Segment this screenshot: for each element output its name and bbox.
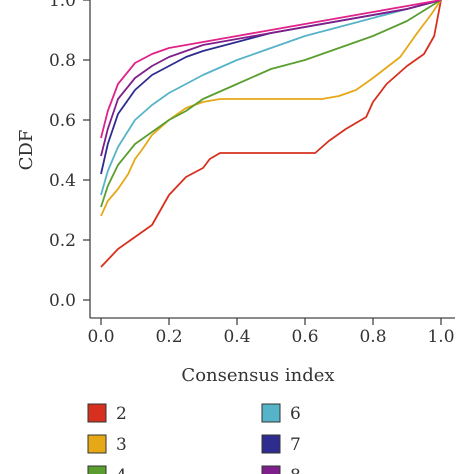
legend-label: 3 bbox=[116, 435, 127, 455]
series-line-9 bbox=[100, 0, 442, 139]
x-tick-label: 0.0 bbox=[87, 327, 114, 347]
legend-swatch-3 bbox=[87, 434, 107, 454]
x-axis-title: Consensus index bbox=[181, 365, 334, 386]
x-tick-label: 0.8 bbox=[359, 327, 386, 347]
y-tick-label: 0.2 bbox=[49, 231, 76, 251]
series-lines bbox=[100, 0, 442, 268]
x-ticks: 0.0 0.2 0.4 0.6 0.8 1.0 bbox=[87, 318, 455, 347]
legend-swatch-4 bbox=[87, 465, 107, 474]
y-tick-label: 0.0 bbox=[49, 291, 76, 311]
y-tick-label: 0.4 bbox=[49, 171, 76, 191]
y-axis-title: CDF bbox=[16, 130, 37, 171]
x-tick-label: 0.6 bbox=[291, 327, 318, 347]
axes bbox=[89, 0, 455, 319]
y-ticks: 0.0 0.2 0.4 0.6 0.8 1.0 bbox=[49, 0, 90, 311]
legend-swatch-6 bbox=[261, 403, 281, 423]
legend-swatch-7 bbox=[261, 434, 281, 454]
legend-swatch-2 bbox=[87, 403, 107, 423]
legend-swatch-8 bbox=[261, 465, 281, 474]
legend-label: 8 bbox=[290, 466, 301, 474]
legend-label: 2 bbox=[116, 404, 127, 424]
legend: 2 3 4 6 7 8 bbox=[87, 403, 301, 474]
y-tick-label: 0.6 bbox=[49, 111, 76, 131]
series-line-4 bbox=[100, 0, 442, 208]
x-tick-label: 0.2 bbox=[155, 327, 182, 347]
series-line-2 bbox=[100, 0, 442, 268]
legend-label: 6 bbox=[290, 404, 301, 424]
legend-label: 4 bbox=[116, 466, 127, 474]
legend-label: 7 bbox=[290, 435, 301, 455]
series-line-3 bbox=[100, 0, 442, 217]
y-tick-label: 1.0 bbox=[49, 0, 76, 11]
series-line-7 bbox=[100, 0, 442, 175]
x-tick-label: 1.0 bbox=[427, 327, 454, 347]
y-tick-label: 0.8 bbox=[49, 51, 76, 71]
series-line-6 bbox=[100, 0, 442, 196]
series-line-8 bbox=[100, 0, 442, 157]
x-tick-label: 0.4 bbox=[223, 327, 250, 347]
